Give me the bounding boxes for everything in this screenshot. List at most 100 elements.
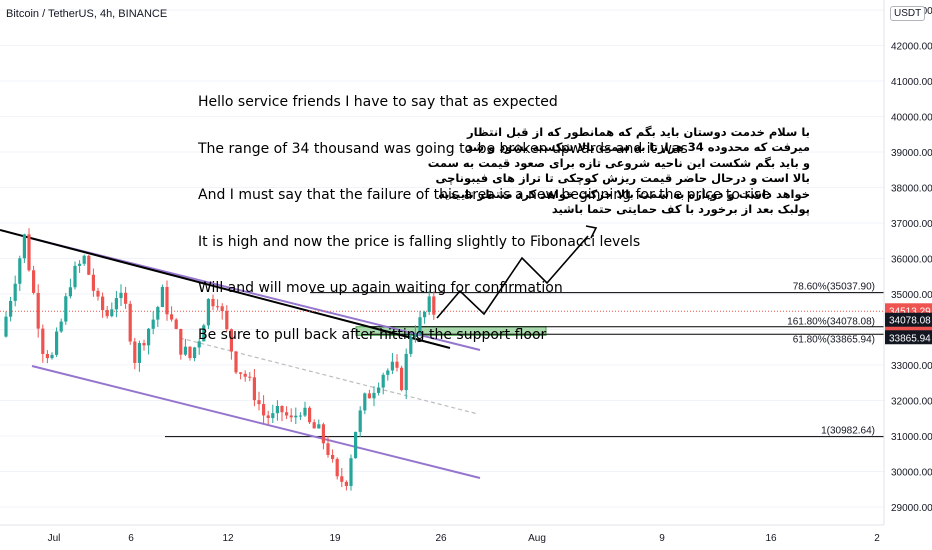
candle-body <box>105 310 109 317</box>
candle-body <box>275 406 279 414</box>
candle-body <box>96 290 100 297</box>
annotation-line: It is high and now the price is falling … <box>198 233 641 250</box>
candle-body <box>45 353 49 359</box>
candle-body <box>64 296 68 322</box>
fib-label: 61.80%(33865.94) <box>793 334 875 345</box>
candle-body <box>41 328 45 354</box>
candle-body <box>266 415 270 418</box>
candles <box>4 228 436 491</box>
candle-body <box>73 265 77 288</box>
x-tick-label: 16 <box>765 533 777 544</box>
x-tick-label: 6 <box>128 533 134 544</box>
candle-body <box>9 300 13 317</box>
candle-body <box>142 343 146 346</box>
fib-label: 161.80%(34078.08) <box>787 317 875 328</box>
candle-body <box>271 413 275 418</box>
y-tick-label: 35000.00 <box>891 290 932 301</box>
candle-body <box>18 258 22 284</box>
annotation-line: خواهد داشت و دوباره به سمت بالا حرکت خوا… <box>438 186 810 201</box>
candle-body <box>82 255 86 264</box>
candle-body <box>326 443 330 455</box>
x-tick-label: 2 <box>874 533 880 544</box>
candle-body <box>367 393 371 399</box>
candle-body <box>418 317 422 334</box>
candle-body <box>386 370 390 375</box>
annotation-english: Hello service friends I have to say that… <box>198 64 770 359</box>
annotation-line: Will and will move up again waiting for … <box>198 280 563 296</box>
candle-body <box>285 412 289 416</box>
candle-body <box>151 319 155 329</box>
y-tick-label: 40000.00 <box>891 113 932 124</box>
fib-axis-label: 33865.94 <box>889 333 931 344</box>
candle-body <box>202 325 206 342</box>
x-tick-label: 19 <box>329 533 341 544</box>
candle-body <box>317 424 321 429</box>
candle-body <box>234 351 238 373</box>
y-tick-label: 32000.00 <box>891 397 932 408</box>
x-tick-label: 12 <box>222 533 234 544</box>
candle-body <box>101 296 105 311</box>
y-tick-label: 31000.00 <box>891 432 932 443</box>
candle-body <box>13 283 17 301</box>
candle-body <box>298 415 302 417</box>
candle-body <box>409 337 413 354</box>
candle-body <box>128 303 132 342</box>
candle-body <box>174 319 178 329</box>
candle-body <box>183 346 187 355</box>
chart-title: Bitcoin / TetherUS, 4h, BINANCE <box>6 8 168 20</box>
candle-body <box>22 234 26 259</box>
current-price-label: 34513.29 <box>889 306 931 317</box>
currency-selector[interactable]: USDT <box>890 6 926 21</box>
candle-body <box>381 374 385 388</box>
black-trendline <box>0 229 451 349</box>
candle-body <box>50 354 54 359</box>
candle-body <box>91 274 95 291</box>
candle-body <box>252 377 256 401</box>
y-tick-label: 42000.00 <box>891 42 932 53</box>
time-axis: Jul 6 12 19 26 Aug 9 16 2 <box>0 524 884 544</box>
annotation-line: میرفت که محدوده 34 هزارتا به سمت بالا شک… <box>466 140 810 155</box>
candle-body <box>248 376 252 378</box>
candle-body <box>27 234 31 271</box>
candle-body <box>312 422 316 429</box>
candle-body <box>4 316 8 337</box>
candle-body <box>432 296 436 315</box>
fib-levels: 78.60%(35037.90) 161.80%(34078.08) 61.80%(… <box>165 282 884 438</box>
candle-body <box>349 458 353 486</box>
arrow-head-icon <box>585 225 598 239</box>
candle-body <box>354 431 358 459</box>
candle-body <box>344 481 348 486</box>
y-tick-label: 41000.00 <box>891 77 932 88</box>
candle-body <box>220 306 224 312</box>
y-tick-label: 38000.00 <box>891 184 932 195</box>
y-tick-label: 39000.00 <box>891 148 932 159</box>
candle-body <box>358 410 362 432</box>
candle-body <box>395 361 399 368</box>
candle-body <box>197 341 201 348</box>
candle-body <box>239 372 243 374</box>
annotation-line: و باید بگم شکست این ناحیه شروعی تازه برا… <box>427 155 810 170</box>
projection-path <box>436 225 598 319</box>
y-tick-label: 37000.00 <box>891 219 932 230</box>
candle-body <box>124 292 128 304</box>
candle-body <box>55 331 59 355</box>
x-tick-label: Aug <box>528 533 546 544</box>
channel-lower-line <box>31 365 481 479</box>
y-tick-label: 36000.00 <box>891 255 932 266</box>
candle-body <box>206 298 210 326</box>
candle-body <box>243 373 247 377</box>
candle-body <box>321 424 325 444</box>
candle-body <box>119 292 123 299</box>
candle-body <box>137 343 141 363</box>
candle-body <box>400 367 404 391</box>
candle-body <box>427 296 431 313</box>
y-tick-label: 29000.00 <box>891 503 932 514</box>
mid-dashed-line <box>179 337 479 415</box>
fib-axis-label: 34078.08 <box>889 316 931 327</box>
candle-body <box>340 476 344 482</box>
candle-body <box>156 306 160 320</box>
fib-axis-badge <box>885 330 932 345</box>
candle-body <box>133 341 137 363</box>
annotation-line: And I must say that the failure of this … <box>198 187 770 203</box>
